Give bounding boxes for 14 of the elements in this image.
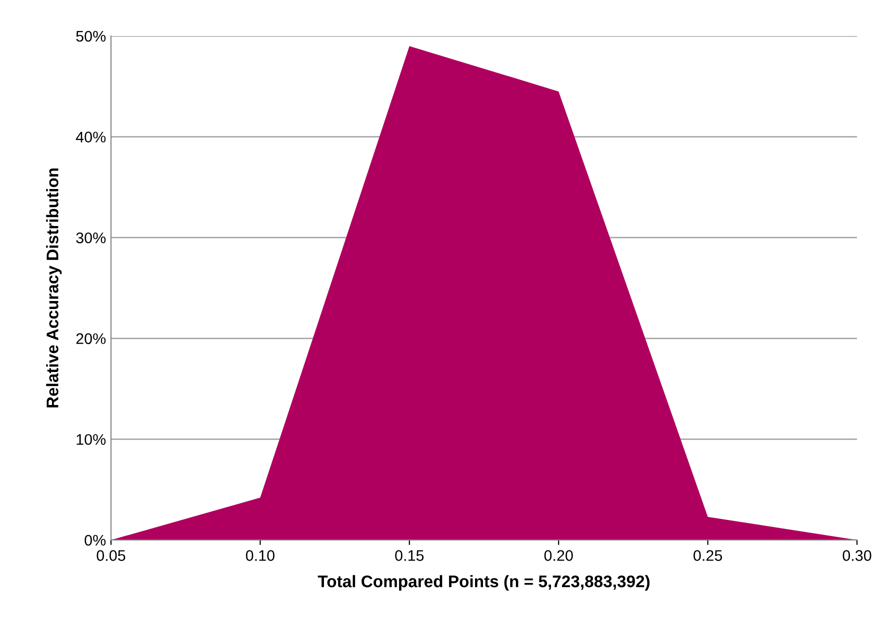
x-axis-title: Total Compared Points (n = 5,723,883,392) — [318, 575, 650, 591]
x-tick-label: 0.05 — [96, 550, 126, 561]
x-tick-label: 0.15 — [395, 550, 424, 561]
y-tick-label: 40% — [76, 132, 106, 142]
y-tick-label: 0% — [84, 534, 106, 546]
x-tick-label: 0.30 — [842, 550, 872, 561]
x-tick-label: 0.10 — [246, 550, 274, 561]
y-tick-label: 20% — [76, 333, 106, 344]
y-tick-label: 10% — [76, 434, 106, 445]
y-axis-title: Relative Accuracy Distribution — [46, 168, 62, 408]
x-tick-label: 0.25 — [694, 550, 722, 561]
x-tick-label: 0.20 — [544, 550, 573, 561]
y-tick-label: 30% — [76, 232, 106, 244]
y-tick-label: 50% — [76, 30, 106, 42]
